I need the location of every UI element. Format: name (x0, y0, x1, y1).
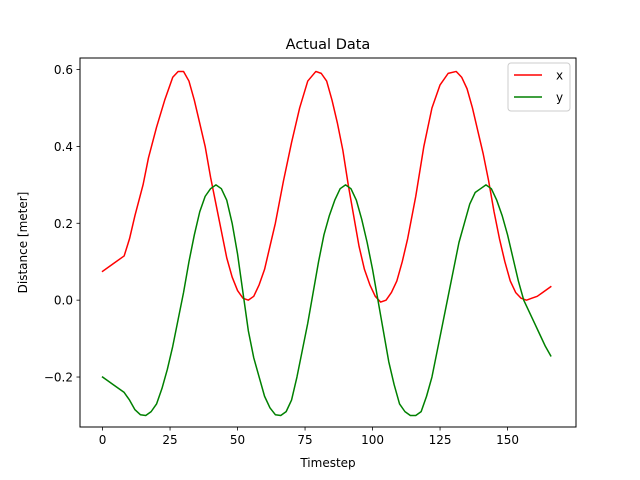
series-line-x (101, 70, 552, 303)
y-axis-ticks: −0.2 0.0 0.2 0.4 0.6 (44, 63, 80, 385)
plot-area (80, 58, 576, 427)
x-tick-label: 75 (297, 433, 312, 447)
y-tick-label: 0.0 (54, 294, 73, 308)
x-tick-label: 125 (429, 433, 452, 447)
y-tick-label: −0.2 (44, 371, 73, 385)
series-line-y (101, 184, 552, 417)
x-axis-ticks: 0 25 50 75 100 125 150 (99, 427, 519, 447)
legend-label-y: y (556, 91, 563, 105)
plot-border (79, 57, 577, 428)
y-tick-label: 0.4 (54, 140, 73, 154)
x-tick-label: 25 (162, 433, 177, 447)
x-tick-label: 100 (361, 433, 384, 447)
series-layer (101, 70, 552, 417)
chart-title: Actual Data (286, 37, 371, 53)
x-tick-label: 0 (99, 433, 107, 447)
x-tick-label: 50 (230, 433, 245, 447)
x-axis-label: Timestep (299, 456, 355, 470)
y-axis-label: Distance [meter] (16, 192, 30, 294)
legend: xy (507, 62, 571, 112)
x-tick-label: 150 (496, 433, 519, 447)
y-tick-label: 0.2 (54, 217, 73, 231)
y-tick-label: 0.6 (54, 63, 73, 77)
legend-label-x: x (556, 69, 563, 83)
